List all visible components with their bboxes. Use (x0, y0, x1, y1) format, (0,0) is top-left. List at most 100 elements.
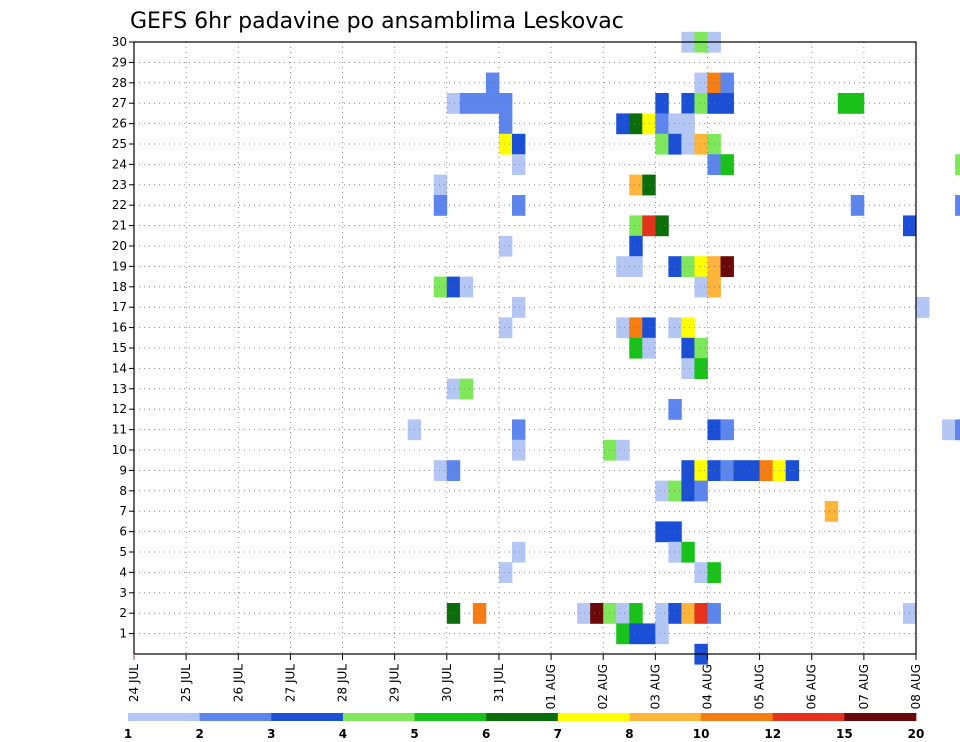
heatmap-cell (955, 154, 960, 175)
heatmap-cell (655, 215, 669, 237)
heatmap-cell (616, 256, 630, 277)
colorbar-label: 8 (625, 727, 633, 741)
heatmap-cell (681, 317, 695, 339)
x-tick-label: 27 JUL (283, 664, 297, 702)
heatmap-cell (720, 154, 734, 175)
heatmap-cell (616, 623, 630, 645)
y-tick-label: 13 (112, 382, 127, 396)
heatmap-cell (498, 235, 513, 257)
x-tick-label: 25 JUL (179, 664, 193, 702)
x-tick-label: 28 JUL (336, 664, 350, 702)
heatmap-cell (629, 256, 643, 277)
x-tick-label: 31 JUL (492, 664, 506, 702)
heatmap-cell (629, 235, 643, 257)
heatmap-cell (720, 256, 734, 277)
heatmap-cell (433, 195, 448, 216)
y-tick-label: 8 (119, 484, 127, 498)
heatmap-cell (498, 113, 513, 135)
y-tick-label: 2 (119, 606, 127, 620)
heatmap-cell (655, 603, 669, 624)
heatmap-cell (681, 541, 695, 563)
colorbar-swatch (271, 713, 344, 721)
heatmap-cell (459, 378, 474, 400)
heatmap-cell (785, 460, 800, 481)
heatmap-cell (681, 256, 695, 277)
colorbar-swatch (199, 713, 272, 721)
heatmap-cell (850, 195, 865, 216)
heatmap-cell (616, 439, 630, 461)
heatmap-cell (668, 521, 682, 543)
y-tick-label: 25 (112, 137, 127, 151)
y-tick-label: 4 (119, 565, 127, 579)
heatmap-cell (746, 460, 760, 481)
x-tick-label: 26 JUL (231, 664, 245, 702)
y-tick-label: 16 (112, 321, 127, 335)
y-tick-label: 11 (112, 423, 127, 437)
heatmap-cell (485, 93, 500, 114)
heatmap-cell (616, 603, 630, 624)
heatmap-cell (511, 133, 526, 155)
y-axis: 1234567891011121314151617181920212223242… (112, 35, 134, 641)
colorbar-swatch (844, 713, 916, 721)
chart-title: GEFS 6hr padavine po ansamblima Leskovac (130, 9, 624, 34)
heatmap-cell (824, 501, 839, 522)
heatmap-cell (590, 603, 604, 624)
heatmap-cell (955, 195, 960, 216)
heatmap-cell (629, 623, 643, 645)
y-tick-label: 9 (119, 463, 127, 477)
heatmap-cell (433, 460, 448, 481)
heatmap-cell (498, 93, 513, 114)
heatmap-cell (655, 623, 669, 645)
heatmap-cell (694, 603, 708, 624)
heatmap-cell (511, 419, 526, 441)
heatmap-cell (681, 93, 695, 114)
heatmap-cell (498, 562, 513, 583)
heatmap-cell (733, 460, 747, 481)
x-tick-label: 07 AUG (857, 664, 871, 709)
heatmap-cell (694, 480, 708, 502)
heatmap-cell (681, 337, 695, 359)
heatmap-cell (955, 419, 960, 441)
heatmap-cell (668, 133, 682, 155)
heatmap-cell (629, 337, 643, 359)
heatmap-cell (694, 276, 708, 298)
colorbar-swatch (701, 713, 774, 721)
heatmap-cell (694, 460, 708, 481)
heatmap-cell (459, 276, 474, 298)
heatmap-cell (655, 133, 669, 155)
x-tick-label: 08 AUG (909, 664, 923, 709)
heatmap-cell (720, 72, 734, 94)
heatmap-cell (446, 276, 461, 298)
y-tick-label: 28 (112, 76, 127, 90)
heatmap-cell (446, 378, 461, 400)
colorbar-label: 1 (124, 727, 132, 741)
y-tick-label: 5 (119, 545, 127, 559)
heatmap-cell (446, 603, 461, 624)
y-tick-label: 17 (112, 300, 127, 314)
grid-lines (134, 41, 916, 654)
x-tick-label: 03 AUG (648, 664, 662, 709)
heatmap-cells (407, 31, 960, 665)
y-tick-label: 3 (119, 586, 127, 600)
y-tick-label: 18 (112, 280, 127, 294)
y-tick-label: 29 (112, 55, 127, 69)
heatmap-cell (511, 439, 526, 461)
heatmap-cell (681, 113, 695, 135)
y-tick-label: 27 (112, 96, 127, 110)
heatmap-cell (433, 276, 448, 298)
heatmap-cell (629, 603, 643, 624)
x-tick-label: 05 AUG (753, 664, 767, 709)
y-tick-label: 1 (119, 627, 127, 641)
y-tick-label: 14 (112, 361, 127, 375)
heatmap-cell (668, 256, 682, 277)
colorbar-label: 20 (908, 727, 925, 741)
x-tick-label: 30 JUL (440, 664, 454, 702)
colorbar-swatch (342, 713, 415, 721)
y-tick-label: 7 (119, 504, 127, 518)
x-tick-label: 02 AUG (596, 664, 610, 709)
heatmap-cell (694, 337, 708, 359)
heatmap-cell (577, 603, 591, 624)
colorbar-label: 2 (195, 727, 203, 741)
colorbar-swatch (557, 713, 630, 721)
